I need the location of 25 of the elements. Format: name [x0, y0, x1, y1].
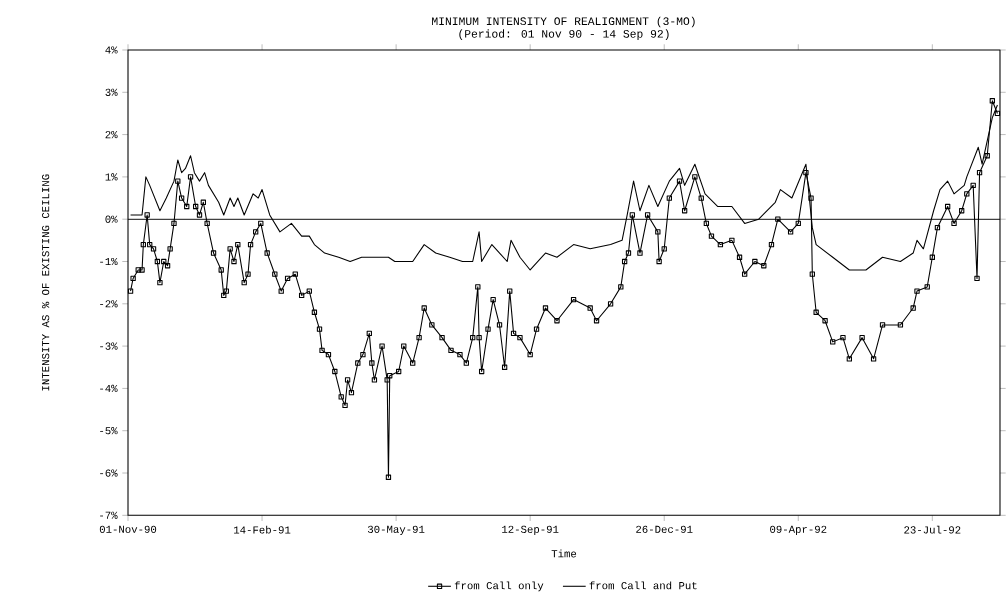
y-tick-label: 1%	[105, 173, 118, 181]
y-axis-title: INTENSITY AS % OF EXISTING CEILING	[42, 174, 50, 391]
legend-label: from Call and Put	[589, 581, 697, 590]
y-tick-label: -6%	[100, 469, 118, 477]
y-tick-label: -3%	[100, 342, 118, 350]
y-tick-label: 3%	[105, 88, 118, 96]
y-tick-label: -4%	[100, 384, 118, 392]
y-tick-label: -5%	[100, 427, 118, 435]
legend-label: from Call only	[454, 581, 544, 592]
y-tick-label: -1%	[100, 257, 118, 266]
y-tick-label: -7%	[100, 511, 118, 519]
x-tick-label: 14-Feb-91	[234, 525, 291, 534]
x-tick-label: 30-May-91	[367, 525, 425, 536]
y-tick-label: 4%	[105, 46, 118, 54]
x-tick-label: 23-Jul-92	[904, 525, 961, 534]
y-tick-label: 2%	[105, 131, 118, 139]
x-tick-label: 12-Sep-91	[502, 525, 559, 536]
y-tick-label: 0%	[105, 215, 118, 223]
x-axis-title: Time	[551, 549, 577, 558]
y-tick-label: -2%	[100, 300, 118, 308]
x-tick-label: 01-Nov-90	[99, 525, 157, 533]
chart-title: MINIMUM INTENSITY OF REALIGNMENT (3-MO)	[432, 16, 695, 28]
chart-subtitle: (Period: 01 Nov 90 - 14 Sep 92)	[459, 29, 669, 40]
x-tick-label: 09-Apr-92	[770, 525, 827, 536]
x-tick-label: 26-Dec-91	[636, 525, 693, 533]
